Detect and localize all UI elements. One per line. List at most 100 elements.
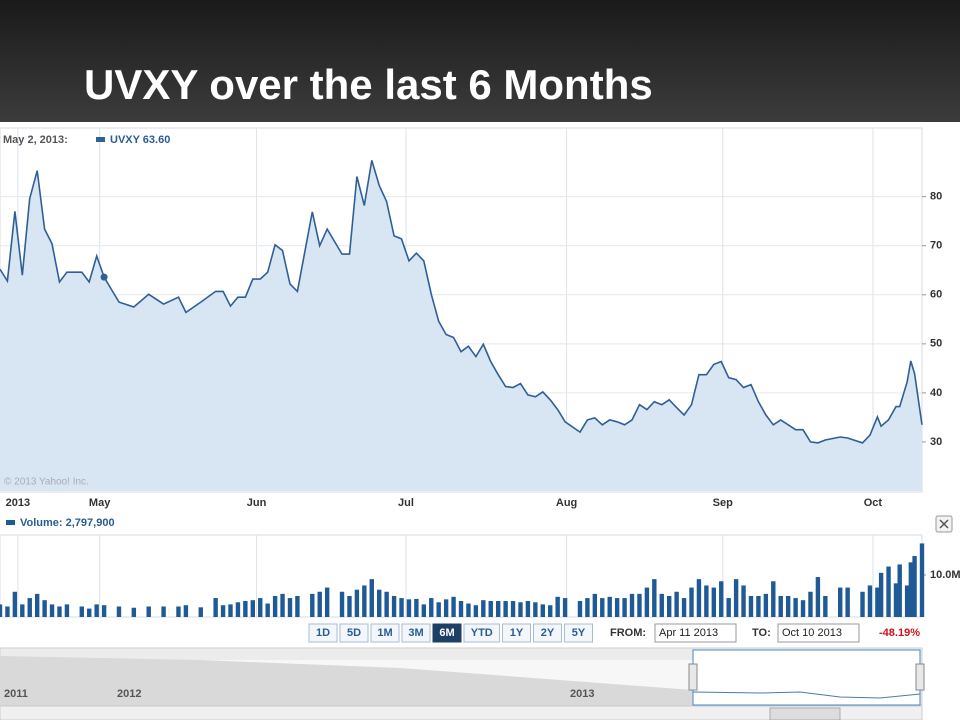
volume-bar	[704, 585, 709, 617]
volume-bar	[607, 596, 612, 617]
range-button-label[interactable]: 3M	[408, 627, 423, 639]
range-button[interactable]	[339, 623, 369, 643]
range-button[interactable]	[502, 623, 531, 643]
volume-bar	[652, 579, 657, 617]
volume-bar	[823, 595, 828, 617]
volume-bar	[533, 602, 538, 617]
volume-bar	[347, 595, 352, 617]
volume-bar	[42, 600, 47, 617]
volume-bar	[748, 595, 754, 617]
volume-bar	[592, 593, 598, 617]
volume-bar	[243, 601, 248, 617]
volume-bar	[793, 598, 798, 617]
y-tick-label: 60	[930, 289, 942, 301]
volume-bar	[384, 591, 389, 617]
range-button[interactable]	[401, 623, 431, 643]
volume-bar	[886, 566, 891, 617]
volume-bar	[101, 605, 107, 617]
volume-bar	[741, 585, 746, 617]
from-input[interactable]	[654, 623, 737, 643]
range-button-label[interactable]: 1Y	[510, 627, 524, 639]
volume-bar	[198, 607, 203, 617]
volume-bar	[614, 598, 620, 617]
volume-swatch	[6, 520, 15, 525]
navigator-label: 2011	[4, 688, 28, 700]
volume-bar	[838, 587, 843, 617]
volume-bar	[562, 598, 568, 617]
volume-bar	[436, 602, 441, 617]
volume-bar	[778, 595, 783, 617]
range-button[interactable]	[432, 623, 462, 643]
volume-bar	[429, 598, 434, 617]
volume-bar	[815, 577, 821, 617]
volume-bar	[548, 605, 553, 617]
range-button[interactable]	[370, 623, 400, 643]
volume-bar	[161, 606, 166, 617]
volume-bar	[893, 583, 899, 617]
scrollbar[interactable]	[0, 705, 923, 720]
range-button-label[interactable]: 5D	[347, 627, 361, 639]
volume-bar	[94, 604, 99, 617]
volume-bar	[878, 572, 884, 617]
volume-bar	[12, 591, 18, 617]
x-tick-label: Jun	[247, 497, 267, 509]
x-tick-label: May	[89, 497, 111, 509]
volume-bar	[622, 598, 627, 617]
change-value: -48.19%	[879, 627, 920, 639]
x-tick-label: Jul	[398, 497, 414, 509]
volume-bar	[5, 606, 10, 617]
scrollbar-grip[interactable]	[769, 707, 841, 720]
x-tick-label: Sep	[713, 497, 733, 509]
volume-bar	[726, 598, 731, 617]
range-button-label[interactable]: 6M	[439, 627, 454, 639]
volume-label: Volume: 2,797,900	[20, 517, 115, 529]
legend-swatch	[96, 137, 105, 142]
navigator-line	[692, 691, 921, 699]
volume-bar	[176, 606, 181, 617]
volume-bar	[213, 598, 218, 617]
range-button-label[interactable]: 1D	[316, 627, 330, 639]
volume-bar	[756, 595, 761, 617]
navigator-handle-left[interactable]	[688, 663, 698, 691]
to-input[interactable]	[777, 623, 860, 643]
navigator-window[interactable]	[692, 649, 921, 706]
volume-bar	[800, 600, 806, 617]
range-button-label[interactable]: 1M	[377, 627, 392, 639]
navigator-label: 2013	[570, 688, 594, 700]
volume-bar	[719, 581, 724, 617]
range-button-label[interactable]: 2Y	[541, 627, 555, 639]
volume-bar	[369, 579, 374, 617]
volume-bar	[317, 591, 322, 617]
volume-bar	[518, 602, 523, 617]
volume-bar	[666, 595, 672, 617]
range-button[interactable]	[564, 623, 593, 643]
header-date: May 2, 2013:	[3, 134, 68, 146]
navigator-label: 2012	[117, 688, 141, 700]
range-button-label[interactable]: YTD	[471, 627, 493, 639]
volume-bar	[0, 604, 3, 617]
volume-bar	[295, 595, 300, 617]
volume-bar	[324, 587, 330, 617]
y-tick-label: 30	[930, 436, 942, 448]
volume-bar	[585, 598, 590, 617]
volume-bar	[771, 581, 776, 617]
volume-bar	[64, 604, 70, 617]
volume-bar	[458, 601, 464, 617]
volume-bar	[265, 603, 270, 617]
to-label: TO:	[752, 627, 771, 639]
navigator-handle-right[interactable]	[915, 663, 925, 691]
copyright: © 2013 Yahoo! Inc.	[4, 477, 89, 488]
slide-header	[0, 0, 960, 122]
slide-title: UVXY over the last 6 Months	[84, 61, 653, 108]
volume-bar	[421, 604, 427, 617]
range-button[interactable]	[463, 623, 500, 643]
volume-bar	[785, 595, 791, 617]
range-button-label[interactable]: 5Y	[572, 627, 586, 639]
range-button[interactable]	[308, 623, 338, 643]
volume-bar	[310, 593, 315, 617]
volume-bar	[681, 598, 687, 617]
volume-bar	[287, 598, 293, 617]
range-button[interactable]	[533, 623, 562, 643]
